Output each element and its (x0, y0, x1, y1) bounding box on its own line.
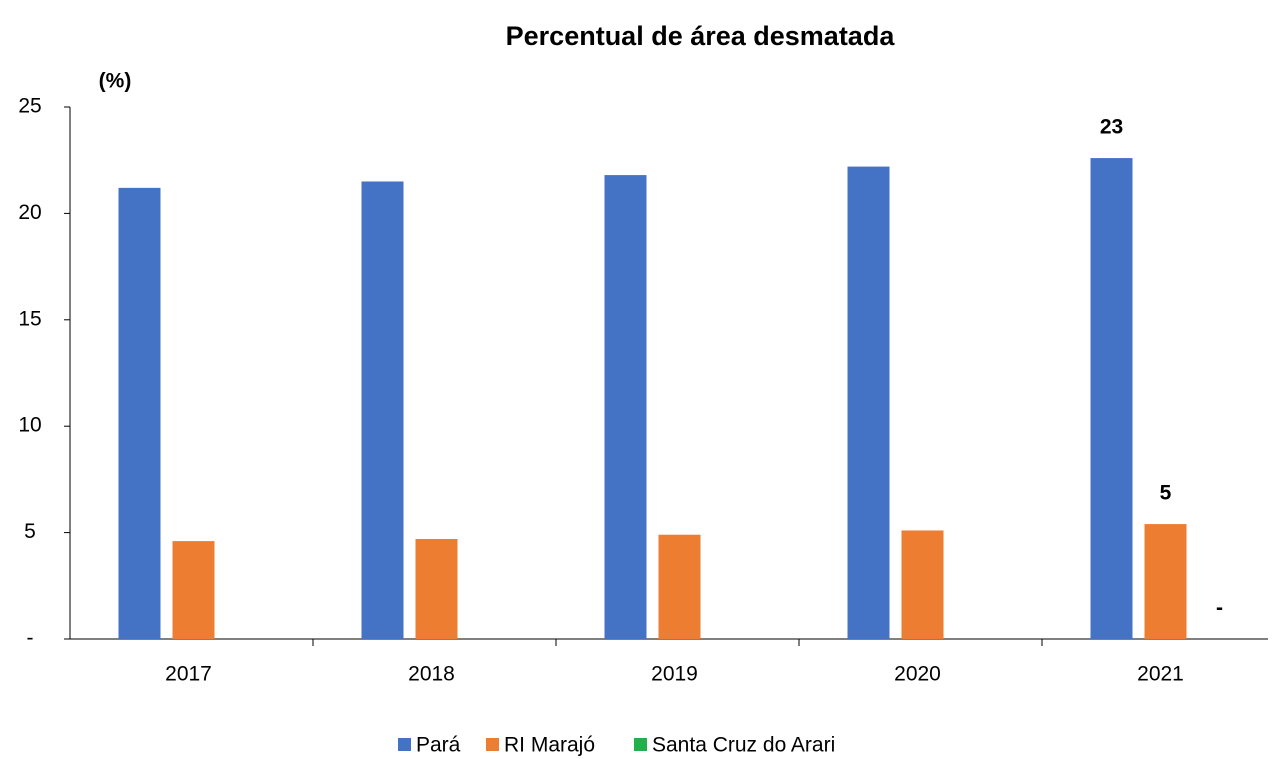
x-tick-label: 2021 (1137, 663, 1184, 686)
legend-label: Santa Cruz do Arari (652, 734, 835, 757)
y-tick-label: 20 (18, 201, 41, 224)
y-tick-label: 5 (24, 520, 36, 543)
bar (604, 175, 647, 639)
y-tick-label: 25 (18, 95, 41, 118)
y-tick-label: 15 (18, 307, 41, 330)
bar (1090, 158, 1133, 639)
data-label: 23 (1100, 116, 1123, 139)
legend-swatch (634, 738, 647, 751)
bar (658, 534, 701, 639)
bar (901, 530, 944, 639)
y-tick-label: - (27, 627, 34, 650)
x-tick-label: 2018 (408, 663, 455, 686)
bar (172, 541, 215, 639)
bar (118, 187, 161, 639)
chart-title: Percentual de área desmatada (506, 21, 896, 51)
legend-label: RI Marajó (504, 734, 595, 757)
x-tick-label: 2020 (894, 663, 941, 686)
legend-label: Pará (416, 734, 461, 757)
x-tick-label: 2017 (165, 663, 212, 686)
data-label: - (1216, 597, 1223, 620)
bar (361, 181, 404, 640)
bar (1144, 524, 1187, 639)
bar (415, 538, 458, 639)
y-tick-label: 10 (18, 414, 41, 437)
data-label: 5 (1160, 482, 1172, 505)
y-axis-label: (%) (99, 70, 132, 93)
legend-swatch (398, 738, 411, 751)
legend-swatch (486, 738, 499, 751)
bar (847, 166, 890, 640)
x-tick-label: 2019 (651, 663, 698, 686)
